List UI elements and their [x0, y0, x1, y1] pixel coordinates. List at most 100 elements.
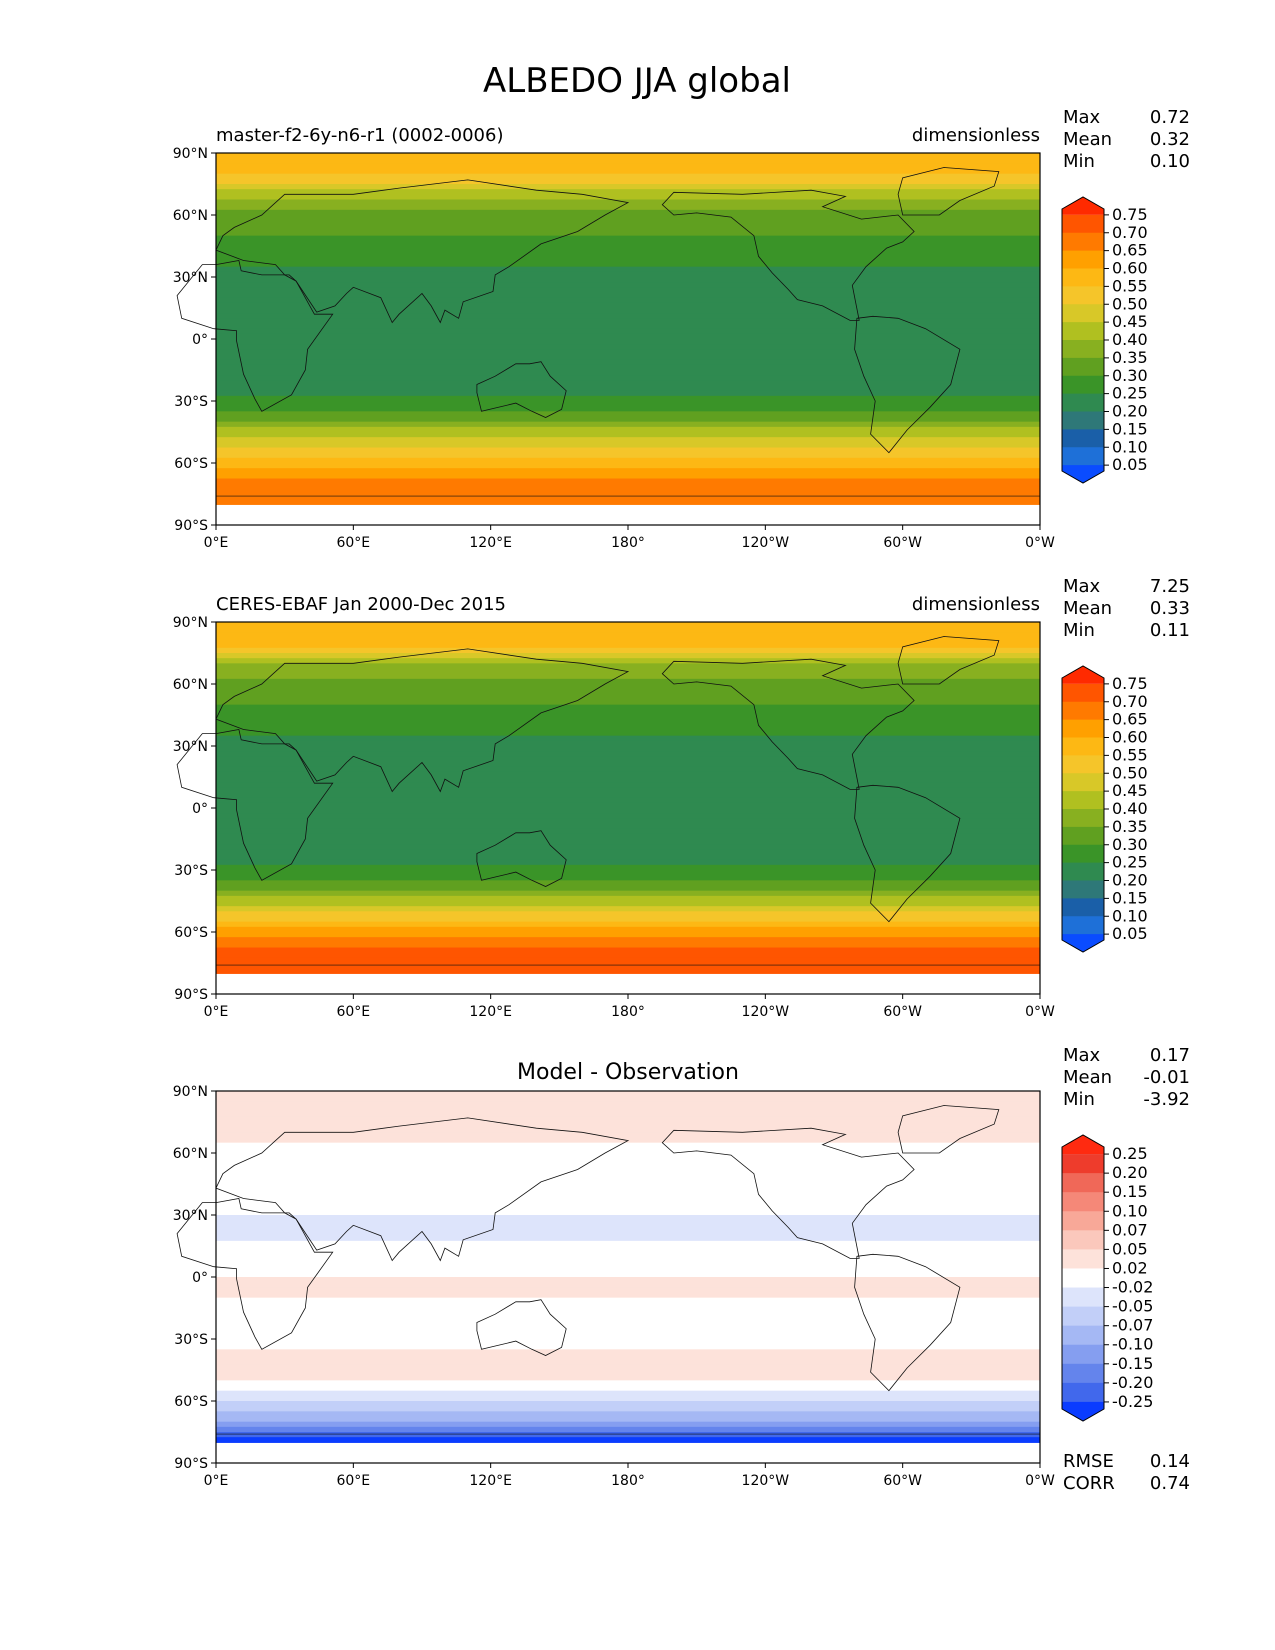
lon-tick-label: 0°E — [204, 1473, 229, 1489]
zonal-band — [216, 282, 1040, 288]
zonal-band — [216, 818, 1040, 825]
colorbar-tick-label: 0.15 — [1112, 419, 1148, 438]
zonal-band — [216, 735, 1040, 742]
zonal-band — [216, 802, 1040, 809]
zonal-band — [216, 261, 1040, 268]
colorbar-swatch — [1062, 809, 1104, 828]
zonal-band — [216, 457, 1040, 464]
colorbar-tick-label: 0.05 — [1112, 924, 1148, 943]
zonal-band — [216, 1158, 1040, 1164]
zonal-band — [216, 1416, 1040, 1423]
colorbar-swatch — [1062, 357, 1104, 377]
stat-value: 0.10 — [1150, 151, 1190, 172]
zonal-band — [216, 1411, 1040, 1418]
panel-1: master-f2-6y-n6-r1 (0002-0006) dimensionl… — [173, 107, 1190, 551]
colorbar-tick-label: 0.10 — [1112, 437, 1148, 456]
lat-tick-label: 90°S — [174, 518, 208, 534]
zonal-band — [216, 1313, 1040, 1319]
lat-tick-label: 30°N — [173, 1208, 208, 1224]
panel-units: dimensionless — [912, 594, 1040, 615]
zonal-band — [216, 740, 1040, 747]
zonal-band — [216, 968, 1040, 974]
colorbar-tick-label: 0.60 — [1112, 259, 1148, 278]
stat-value: 0.33 — [1150, 598, 1190, 619]
lat-tick-label: 0° — [192, 1270, 208, 1286]
zonal-band — [216, 720, 1040, 726]
zonal-band — [216, 1240, 1040, 1247]
zonal-band — [216, 359, 1040, 366]
zonal-band — [216, 442, 1040, 449]
zonal-band — [216, 178, 1040, 185]
zonal-band — [216, 1308, 1040, 1314]
colorbar-outline — [1061, 1134, 1105, 1422]
zonal-band — [216, 1194, 1040, 1201]
zonal-band — [216, 416, 1040, 423]
zonal-band — [216, 1220, 1040, 1226]
zonal-band — [216, 1359, 1040, 1366]
colorbar-swatch — [1062, 1306, 1104, 1327]
zonal-band — [216, 184, 1040, 190]
lat-tick-label: 60°N — [173, 208, 208, 224]
zonal-band — [216, 287, 1040, 294]
lon-tick-label: 120°E — [469, 1004, 512, 1020]
zonal-band — [216, 1163, 1040, 1170]
colorbar-tick-label: -0.10 — [1112, 1335, 1153, 1354]
colorbar-swatch — [1062, 250, 1104, 269]
zonal-band — [216, 483, 1040, 490]
zonal-band — [216, 906, 1040, 912]
lon-tick-label: 60°E — [336, 1004, 370, 1020]
zonal-band — [216, 1344, 1040, 1350]
colorbar-tick-label: 0.65 — [1112, 710, 1148, 729]
lat-tick-label: 30°S — [174, 863, 208, 879]
colorbar-swatch — [1062, 666, 1104, 684]
lon-tick-label: 60°W — [883, 1004, 922, 1020]
colorbar-swatch — [1062, 1382, 1104, 1403]
colorbar-swatch — [1062, 1287, 1104, 1308]
lon-tick-label: 0°W — [1025, 535, 1055, 551]
zonal-band — [216, 339, 1040, 345]
zonal-band — [216, 153, 1040, 159]
zonal-band — [216, 488, 1040, 495]
colorbar-swatch — [1062, 1230, 1104, 1250]
colorbar-swatch — [1062, 683, 1104, 703]
zonal-band — [216, 432, 1040, 438]
zonal-band — [216, 209, 1040, 216]
colorbar-tick-label: -0.02 — [1112, 1278, 1153, 1297]
zonal-band — [216, 766, 1040, 773]
zonal-band — [216, 297, 1040, 304]
zonal-band — [216, 344, 1040, 350]
zonal-band — [216, 1395, 1040, 1402]
zonal-band — [216, 478, 1040, 485]
colorbar: 0.250.200.150.100.070.050.02-0.02-0.05-0… — [1061, 1134, 1153, 1422]
colorbar-swatch — [1062, 1211, 1104, 1231]
stat-label: Mean — [1063, 1067, 1112, 1088]
colorbar-tick-label: 0.50 — [1112, 294, 1148, 313]
lon-tick-label: 0°E — [204, 1004, 229, 1020]
axis-ticks: 90°N 60°N 30°N 0° 30°S 60°S 90°S0°E 60°E 120°E 18… — [173, 615, 1055, 1020]
zonal-band — [216, 839, 1040, 845]
zonal-band — [216, 271, 1040, 278]
colorbar-tick-label: 0.25 — [1112, 1144, 1148, 1163]
zonal-band — [216, 1266, 1040, 1273]
colorbar-swatch — [1062, 340, 1104, 359]
continent-outline — [661, 1127, 915, 1259]
zonal-band — [216, 1116, 1040, 1123]
colorbar-tick-label: 0.75 — [1112, 674, 1148, 693]
zonal-band — [216, 1354, 1040, 1361]
colorbar-tick-label: 0.10 — [1112, 1201, 1148, 1220]
zonal-band — [216, 1375, 1040, 1381]
zonal-band — [216, 916, 1040, 923]
zonal-band — [216, 1091, 1040, 1097]
zonal-band — [216, 823, 1040, 830]
colorbar-swatch — [1062, 447, 1104, 466]
axis-ticks: 90°N 60°N 30°N 0° 30°S 60°S 90°S0°E 60°E 120°E 18… — [173, 1084, 1055, 1489]
zonal-band — [216, 756, 1040, 763]
zonal-band — [216, 637, 1040, 644]
zonal-band — [216, 447, 1040, 454]
zonal-band — [216, 251, 1040, 257]
stat-value: 0.17 — [1150, 1045, 1190, 1066]
colorbar-swatch — [1062, 1192, 1104, 1212]
zonal-band — [216, 880, 1040, 887]
lat-tick-label: 60°S — [174, 925, 208, 941]
lon-tick-label: 0°W — [1025, 1004, 1055, 1020]
